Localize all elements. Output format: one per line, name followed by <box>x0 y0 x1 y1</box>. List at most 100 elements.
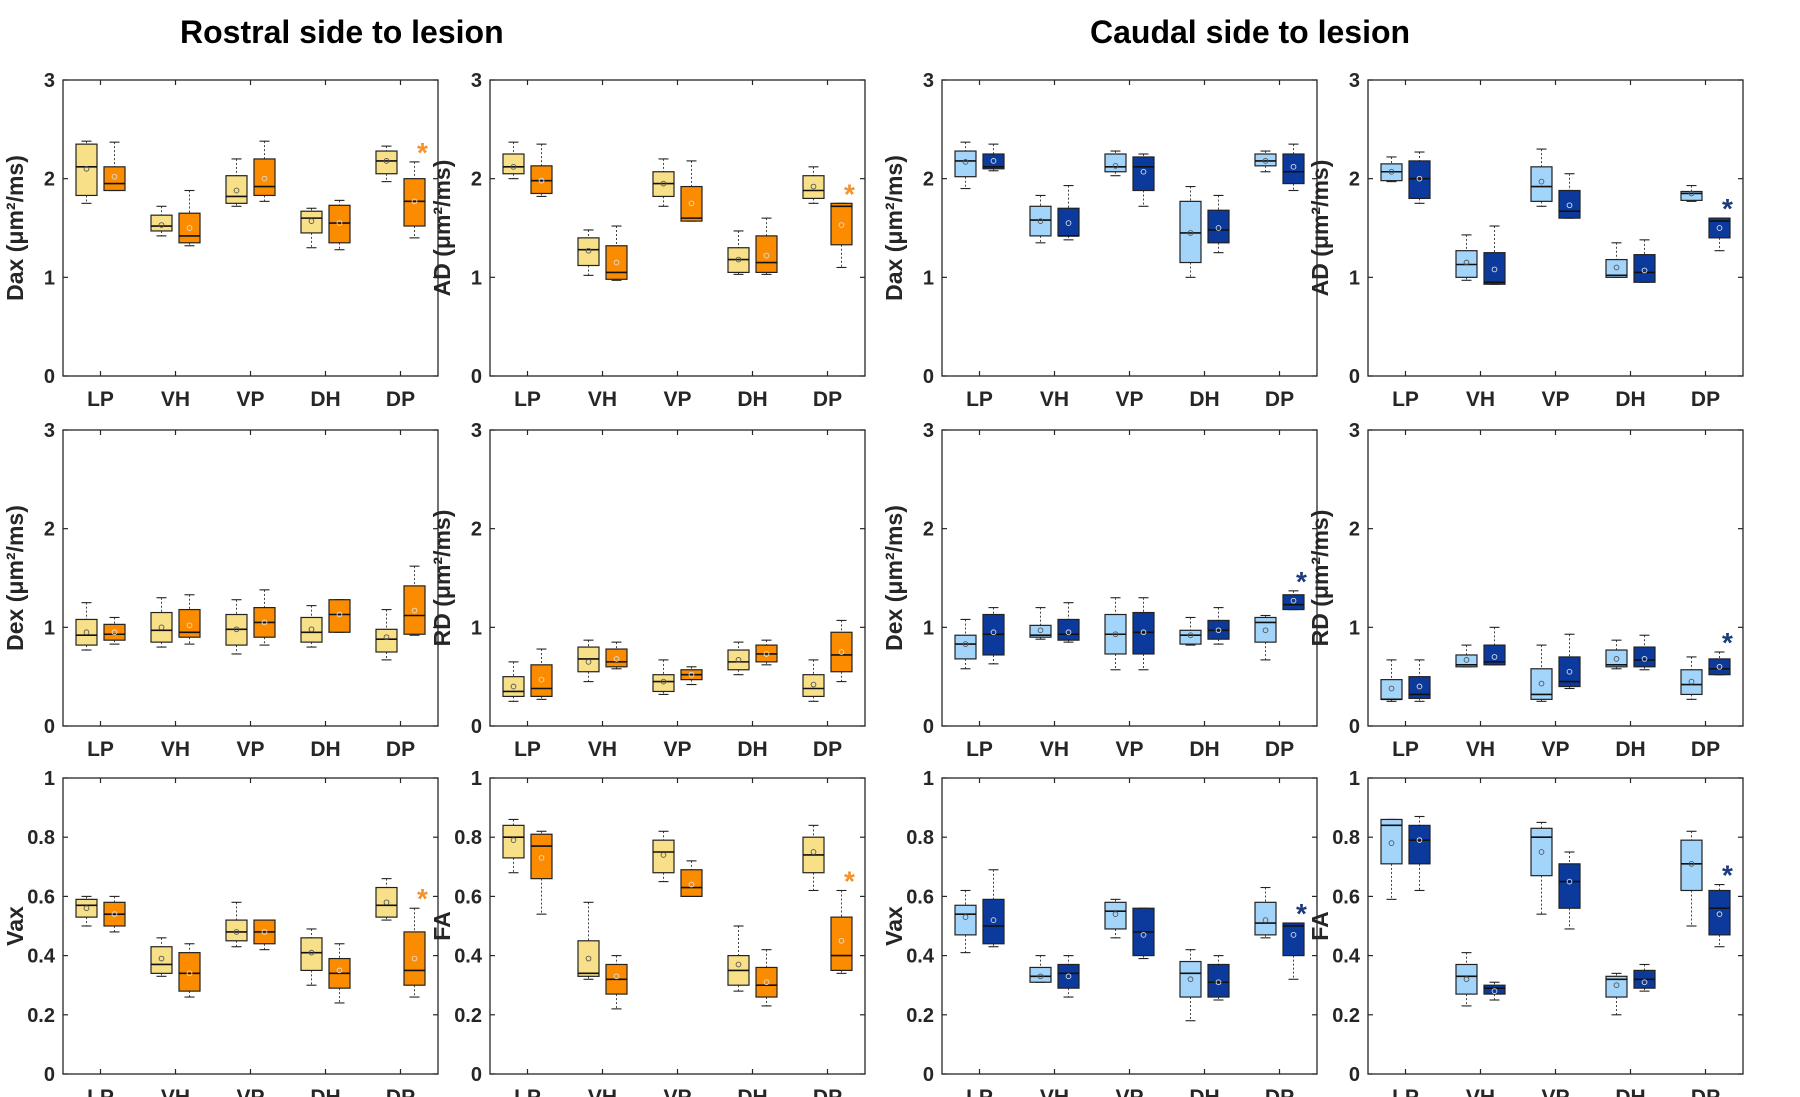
caudal-section-title: Caudal side to lesion <box>1090 14 1411 50</box>
x-tick-label: VP <box>1115 1086 1143 1097</box>
mean-marker <box>1416 683 1423 690</box>
box-dark <box>755 966 778 998</box>
y-tick-label: 0 <box>44 1064 55 1086</box>
box-dark <box>1483 252 1506 285</box>
mean-marker <box>735 657 742 663</box>
box-dark <box>1408 160 1431 199</box>
box-light <box>577 237 600 267</box>
box-dark <box>178 212 201 244</box>
mean-marker <box>962 641 969 647</box>
mean-marker <box>1716 225 1723 231</box>
x-tick-label: VP <box>663 388 691 411</box>
mean-marker <box>1416 837 1423 844</box>
box-light <box>225 175 248 204</box>
mean-marker <box>1215 627 1222 634</box>
box-light <box>1380 818 1403 865</box>
box-dark <box>530 165 553 195</box>
y-tick-label: 3 <box>923 70 934 92</box>
box-light <box>577 940 600 977</box>
x-tick-label: VH <box>161 738 190 761</box>
mean-marker <box>763 979 770 986</box>
x-tick-label: VP <box>1541 1086 1569 1097</box>
mean-marker <box>1290 163 1297 170</box>
box-light <box>1530 668 1553 700</box>
box-dark <box>830 202 853 246</box>
y-axis-label: RD (μm²/ms) <box>429 510 455 647</box>
mean-marker <box>1491 266 1498 273</box>
box-dark <box>1282 922 1305 957</box>
x-tick-label: LP <box>514 738 541 761</box>
y-tick-label: 0.2 <box>27 1005 55 1027</box>
panel-4: 0 1 2 3 AD (μm²/ms) LP VH VP DH DP * <box>1307 70 1744 411</box>
x-tick-label: DP <box>813 388 842 411</box>
box-light <box>1455 963 1478 995</box>
axes-frame <box>489 777 866 1075</box>
x-tick-label: LP <box>514 1086 541 1097</box>
x-tick-label: VH <box>1040 388 1069 411</box>
box-light <box>1680 669 1703 696</box>
x-tick-label: DH <box>737 388 767 411</box>
y-tick-label: 0.8 <box>27 827 55 849</box>
y-tick-label: 2 <box>44 169 55 191</box>
x-tick-label: VP <box>1115 738 1143 761</box>
mean-marker <box>411 607 418 614</box>
mean-marker <box>1065 220 1072 226</box>
box-light <box>225 919 248 942</box>
box-light <box>727 649 750 671</box>
box-light <box>652 839 675 874</box>
box-light <box>1104 153 1127 173</box>
box-light <box>1380 679 1403 700</box>
y-tick-label: 0 <box>1349 1064 1360 1086</box>
axes-frame <box>62 79 439 377</box>
box-dark <box>1708 658 1731 676</box>
y-axis-label: FA <box>429 911 455 940</box>
x-tick-label: VP <box>1541 738 1569 761</box>
axes-frame <box>62 429 439 727</box>
axes-frame <box>941 79 1318 377</box>
mean-marker <box>1566 202 1573 209</box>
mean-marker <box>233 187 240 194</box>
x-tick-label: LP <box>1392 388 1419 411</box>
y-tick-label: 0.8 <box>1332 827 1360 849</box>
x-tick-label: LP <box>87 1086 114 1097</box>
mean-marker <box>1538 680 1545 687</box>
y-tick-label: 3 <box>471 70 482 92</box>
box-light <box>802 674 825 698</box>
significance-star: * <box>1722 627 1733 658</box>
mean-marker <box>1065 629 1072 636</box>
mean-marker <box>1641 267 1648 274</box>
y-tick-label: 0 <box>471 1064 482 1086</box>
x-tick-label: VP <box>663 1086 691 1097</box>
mean-marker <box>510 163 517 170</box>
box-dark <box>1708 217 1731 239</box>
mean-marker <box>538 676 545 683</box>
mean-marker <box>111 911 118 918</box>
mean-marker <box>233 626 240 633</box>
y-tick-label: 1 <box>471 617 482 639</box>
mean-marker <box>538 855 545 861</box>
mean-marker <box>261 175 268 182</box>
x-tick-label: DP <box>1265 388 1294 411</box>
panel-12: 0 0.2 0.4 0.6 0.8 1 FA LP VH VP DH DP * <box>1307 768 1744 1097</box>
x-tick-label: VH <box>1040 1086 1069 1097</box>
mean-marker <box>83 629 90 636</box>
y-axis-label: Dax (μm²/ms) <box>2 155 28 301</box>
mean-marker <box>336 967 343 974</box>
significance-star: * <box>417 137 428 168</box>
y-axis-label: Dex (μm²/ms) <box>881 505 907 651</box>
box-light <box>375 150 398 175</box>
box-light <box>300 616 323 643</box>
mean-marker <box>1187 632 1194 639</box>
mean-marker <box>1112 631 1119 638</box>
y-tick-label: 2 <box>923 169 934 191</box>
y-tick-label: 0.6 <box>1332 886 1360 908</box>
x-tick-label: VP <box>236 388 264 411</box>
y-tick-label: 3 <box>44 70 55 92</box>
mean-marker <box>735 256 742 263</box>
x-tick-label: DH <box>1189 1086 1219 1097</box>
significance-star: * <box>417 883 428 914</box>
y-tick-label: 0.4 <box>1332 946 1361 968</box>
y-tick-label: 0.6 <box>906 886 934 908</box>
x-tick-label: DP <box>386 738 415 761</box>
x-tick-label: DP <box>1691 388 1720 411</box>
